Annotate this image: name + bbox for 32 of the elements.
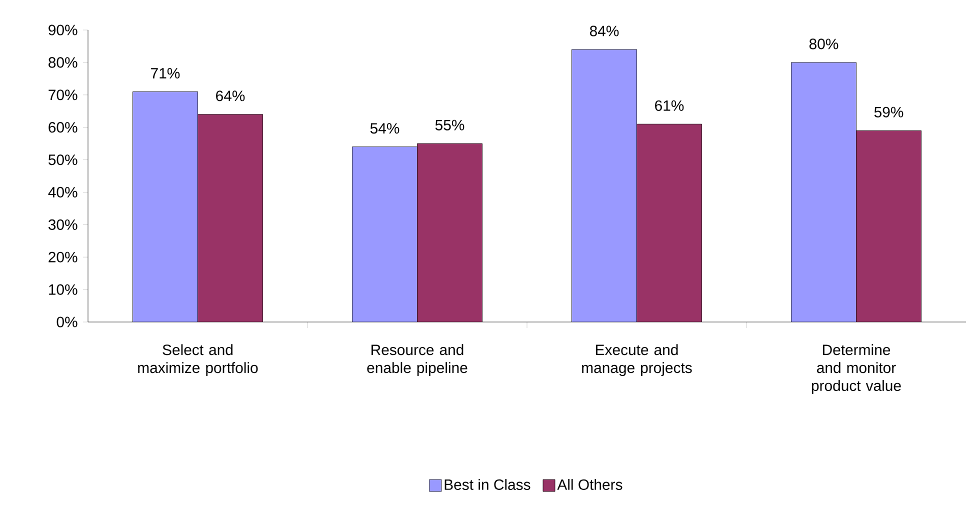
- y-tick-label: 30%: [48, 219, 78, 230]
- y-tick-label: 0%: [56, 316, 78, 328]
- legend-label: Best in Class: [444, 478, 530, 490]
- bar: [636, 124, 702, 322]
- data-label: 55%: [435, 120, 464, 130]
- data-label: 80%: [809, 38, 838, 50]
- data-label: 64%: [216, 90, 245, 102]
- data-label: 84%: [590, 26, 619, 36]
- data-label: 61%: [655, 100, 684, 111]
- y-tick-label: 80%: [48, 57, 78, 68]
- y-tick-label: 60%: [48, 122, 78, 133]
- y-tick-label: 90%: [48, 24, 78, 36]
- bar: [352, 146, 418, 322]
- data-label: 71%: [151, 68, 180, 78]
- x-tick-label: Execute and manage projects: [582, 344, 692, 376]
- bar: [856, 130, 922, 322]
- bar: [791, 62, 856, 322]
- y-tick-label: 20%: [48, 252, 78, 262]
- bar: [417, 144, 482, 322]
- x-tick-label: Resource and enable pipeline: [367, 344, 468, 376]
- legend-label: All Others: [557, 478, 622, 490]
- y-tick-label: 40%: [48, 186, 78, 198]
- y-tick-label: 50%: [48, 154, 78, 166]
- data-label: 59%: [874, 106, 904, 118]
- x-tick-label: Select and maximize portfolio: [138, 344, 258, 376]
- data-label: 54%: [370, 123, 400, 134]
- bar: [198, 114, 263, 322]
- bar: [572, 49, 637, 322]
- x-tick-label: Determine and monitor product value: [812, 344, 901, 394]
- y-tick-label: 10%: [49, 284, 78, 295]
- y-tick-label: 70%: [48, 90, 78, 100]
- bar: [132, 92, 198, 322]
